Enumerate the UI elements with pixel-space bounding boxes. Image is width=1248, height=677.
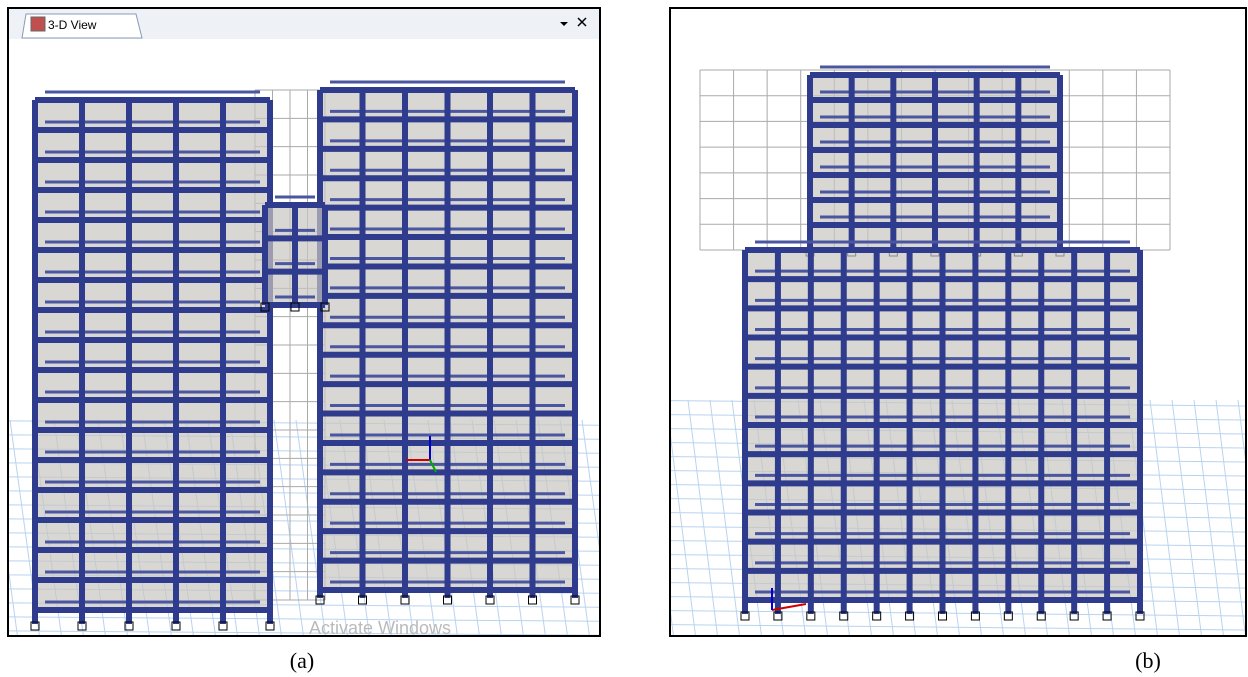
ground-grid [626,420,656,640]
figure: 3-D View Activate Windows (a) (b) [0,0,1248,677]
caption: (b) [1135,648,1161,673]
ground-grid [600,400,630,640]
watermark: Activate Windows [309,618,451,638]
ground-grid [604,420,634,640]
ground-grid [622,400,652,640]
caption: (a) [290,648,314,673]
ground-grid [600,638,1248,644]
model-view-a [0,82,722,640]
page: 3-D View Activate Windows (a) (b) (() =>… [0,0,1248,677]
slab [35,100,270,610]
tab-title: 3-D View [48,18,97,32]
tab-icon [31,17,45,31]
